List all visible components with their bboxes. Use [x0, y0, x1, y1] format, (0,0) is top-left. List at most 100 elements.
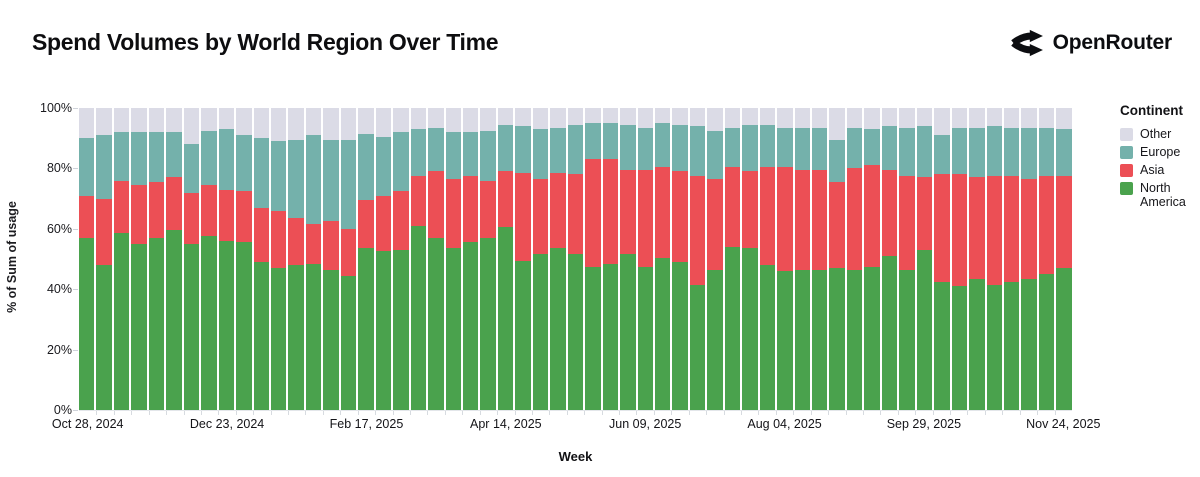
bar-segment-europe [1056, 129, 1072, 176]
x-tick-mark [967, 411, 969, 415]
bar-segment-other [1004, 108, 1020, 128]
bar-segment-asia [428, 171, 444, 238]
x-tick-label: Dec 23, 2024 [189, 417, 265, 431]
legend-label: North America [1140, 181, 1186, 209]
bar-segment-europe [654, 123, 671, 167]
legend-item-europe: Europe [1120, 145, 1196, 159]
bar-segment-asia [1038, 175, 1055, 275]
bar-segment-asia [1056, 175, 1072, 269]
bar-week-31 [620, 108, 636, 410]
bar-segment-other [270, 108, 287, 142]
bar-week-21 [445, 108, 461, 410]
bar-segment-europe [253, 138, 269, 208]
bar-segment-north-america [428, 237, 444, 410]
bar-segment-other [759, 108, 776, 125]
x-tick-mark [566, 411, 568, 415]
bar-segment-other [358, 108, 374, 134]
bar-week-36 [707, 108, 723, 410]
bar-segment-asia [515, 172, 531, 261]
bar-segment-other [131, 108, 147, 133]
bar-segment-other [899, 108, 915, 128]
bar-segment-europe [113, 132, 130, 181]
bar-segment-north-america [585, 266, 601, 410]
x-tick-mark [305, 411, 307, 415]
bar-segment-europe [218, 129, 235, 190]
bar-week-46 [881, 108, 898, 410]
bar-week-7 [201, 108, 217, 410]
bar-week-49 [934, 108, 950, 410]
bar-segment-asia [707, 178, 723, 270]
bar-segment-asia [462, 175, 479, 243]
bar-segment-europe [951, 127, 968, 175]
bar-segment-other [637, 108, 653, 128]
bar-segment-europe [131, 132, 147, 186]
bar-segment-north-america [620, 254, 636, 410]
x-tick-mark [775, 411, 777, 415]
bar-segment-other [1038, 108, 1055, 128]
bar-segment-asia [637, 169, 653, 267]
y-tick-label: 40% [46, 282, 72, 297]
bar-segment-other [253, 108, 269, 139]
bar-segment-north-america [550, 248, 566, 410]
bar-segment-north-america [777, 271, 793, 410]
bar-segment-asia [375, 195, 392, 252]
bar-week-26 [532, 108, 549, 410]
bar-segment-asia [654, 166, 671, 258]
bar-week-53 [1004, 108, 1020, 410]
bar-segment-asia [96, 198, 112, 266]
bar-week-16 [358, 108, 374, 410]
bar-segment-north-america [969, 278, 985, 410]
bar-segment-north-america [724, 246, 741, 410]
bar-segment-north-america [759, 265, 776, 410]
x-tick-mark [584, 411, 586, 415]
bar-segment-europe [602, 123, 619, 160]
bar-segment-europe [742, 124, 758, 172]
bar-segment-north-america [375, 251, 392, 410]
bar-week-13 [305, 108, 322, 410]
x-tick-mark [845, 411, 847, 415]
bar-segment-other [428, 108, 444, 128]
bar-segment-asia [829, 182, 845, 269]
bar-segment-north-america [567, 254, 584, 410]
x-tick-mark [758, 411, 760, 415]
bar-week-30 [602, 108, 619, 410]
bar-segment-north-america [986, 284, 1003, 410]
bar-segment-europe [934, 135, 950, 175]
bar-segment-north-america [113, 233, 130, 410]
bar-segment-north-america [270, 268, 287, 410]
bar-week-44 [846, 108, 863, 410]
bar-segment-europe [846, 127, 863, 169]
bar-segment-asia [288, 218, 304, 266]
bar-segment-asia [724, 166, 741, 247]
bar-segment-north-america [410, 225, 427, 410]
x-tick-mark [410, 411, 411, 415]
bar-segment-asia [410, 175, 427, 226]
bar-segment-other [585, 108, 601, 124]
bar-week-0 [79, 108, 95, 410]
bar-segment-europe [881, 126, 898, 170]
legend-swatch [1120, 146, 1133, 159]
bar-week-23 [480, 108, 496, 410]
bar-segment-asia [218, 189, 235, 241]
x-tick-mark [915, 411, 917, 415]
bar-segment-other [654, 108, 671, 124]
x-tick-mark [270, 411, 272, 415]
bar-week-42 [812, 108, 828, 410]
bar-week-20 [428, 108, 444, 410]
bar-segment-north-america [288, 265, 304, 410]
bar-segment-other [707, 108, 723, 131]
bar-segment-north-america [340, 275, 357, 410]
bar-segment-europe [916, 126, 933, 178]
bar-segment-other [410, 108, 427, 130]
bar-segment-other [881, 108, 898, 127]
bar-segment-other [829, 108, 845, 140]
bar-segment-north-america [148, 237, 165, 410]
x-tick-mark [357, 411, 359, 415]
bar-segment-north-america [1038, 274, 1055, 410]
legend-label: Asia [1140, 163, 1165, 177]
bar-segment-north-america [305, 263, 322, 410]
bar-segment-other [375, 108, 392, 137]
bar-segment-north-america [672, 262, 688, 410]
x-tick-mark [880, 411, 882, 415]
x-tick-mark [636, 411, 638, 415]
